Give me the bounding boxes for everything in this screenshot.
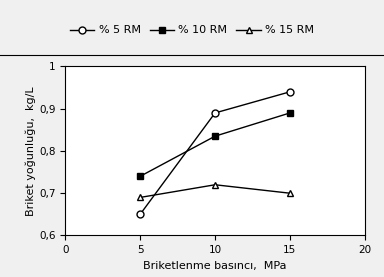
Y-axis label: Briket yoğunluğu,  kg/L: Briket yoğunluğu, kg/L	[26, 86, 36, 216]
Legend: % 5 RM, % 10 RM, % 15 RM: % 5 RM, % 10 RM, % 15 RM	[70, 25, 314, 35]
X-axis label: Briketlenme basıncı,  MPa: Briketlenme basıncı, MPa	[143, 261, 287, 271]
